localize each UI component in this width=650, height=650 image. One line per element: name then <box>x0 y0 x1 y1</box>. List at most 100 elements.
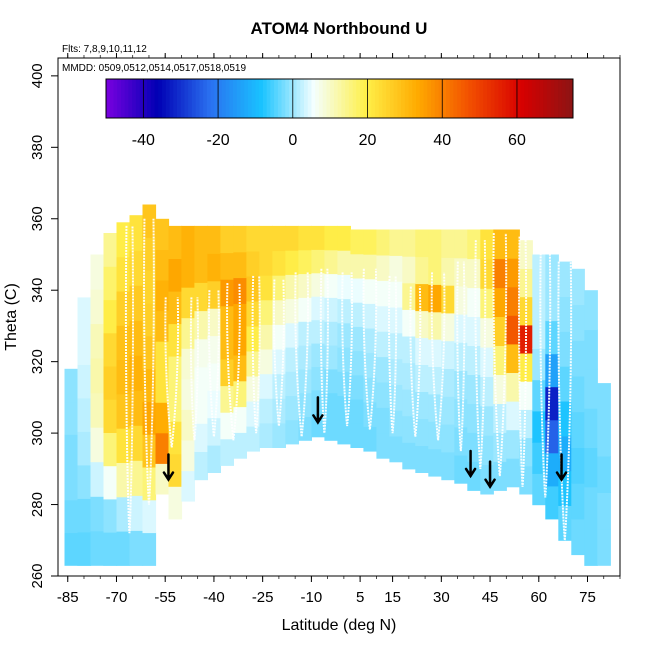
field-cell <box>103 399 118 433</box>
field-cell <box>402 282 416 310</box>
field-cell <box>441 396 455 425</box>
colorbar-segment <box>173 79 178 118</box>
field-cell <box>506 229 520 259</box>
field-cell <box>493 287 507 317</box>
colorbar-segment <box>206 79 212 118</box>
dates-note: MMDD: 0509,0512,0514,0517,0518,0519 <box>62 63 246 74</box>
field-cell <box>363 327 377 354</box>
field-cell <box>428 339 442 367</box>
colorbar-segment <box>158 79 163 118</box>
colorbar-segment <box>109 79 114 118</box>
colorbar-segment <box>546 79 552 118</box>
field-cell <box>272 299 286 325</box>
field-cell <box>285 395 299 421</box>
colorbar-segment <box>427 79 432 118</box>
field-cell <box>77 364 92 399</box>
field-cell <box>103 532 118 566</box>
field-cell <box>532 317 546 349</box>
flight-profile <box>456 261 466 452</box>
colorbar-segment <box>389 79 395 118</box>
field-cell <box>207 253 221 282</box>
field-cell <box>116 531 131 566</box>
colorbar-segment <box>132 79 137 118</box>
chart-title: ATOM4 Northbound U <box>251 19 428 38</box>
field-cell <box>142 270 157 304</box>
field-cell <box>428 229 442 258</box>
field-cell <box>129 355 144 391</box>
field-cell <box>532 473 546 506</box>
field-cell <box>168 225 183 259</box>
field-cell <box>584 486 598 527</box>
field-cell <box>363 401 377 427</box>
field-cell <box>181 287 195 319</box>
field-cell <box>168 421 183 455</box>
colorbar-segment <box>277 79 283 118</box>
field-cell <box>259 349 273 375</box>
field-cell <box>129 285 144 321</box>
field-cell <box>571 304 585 341</box>
field-cell <box>376 432 390 459</box>
field-cell <box>545 452 559 487</box>
field-cell <box>506 458 520 488</box>
field-cell <box>337 298 351 324</box>
colorbar-segment <box>262 79 268 118</box>
field-cell <box>77 297 92 332</box>
field-cell <box>467 258 481 289</box>
field-cell <box>116 393 131 429</box>
field-cell <box>480 258 494 289</box>
colorbar-segment <box>113 79 118 118</box>
field-cell <box>363 254 377 280</box>
field-cell <box>259 422 273 448</box>
field-cell <box>90 427 105 463</box>
colorbar-segment <box>535 79 540 118</box>
field-cell <box>519 409 533 439</box>
colorbar-segment <box>311 79 316 118</box>
field-cell <box>402 256 416 284</box>
colorbar-segment <box>259 79 264 118</box>
colorbar-segment <box>236 79 241 118</box>
colorbar-segment <box>292 79 298 118</box>
field-cell <box>415 283 429 312</box>
colorbar-segment <box>240 79 245 118</box>
profile-arrow <box>312 396 324 425</box>
field-cell <box>428 256 442 285</box>
field-cell <box>181 409 195 441</box>
colorbar-segment <box>218 79 223 118</box>
field-cell <box>142 237 157 271</box>
field-cell <box>220 385 234 413</box>
colorbar-segment <box>195 79 200 118</box>
field-cell <box>272 373 286 399</box>
field-cell <box>441 285 455 314</box>
colorbar-segment <box>460 79 466 118</box>
field-cell <box>194 451 208 481</box>
colorbar-segment <box>296 79 301 118</box>
y-tick-label: 280 <box>29 492 46 517</box>
field-cell <box>467 345 481 375</box>
field-cell <box>90 323 105 359</box>
profile-arrow <box>555 453 568 482</box>
colorbar-segment <box>180 79 185 118</box>
field-cell <box>584 526 598 566</box>
field-cell <box>181 317 195 349</box>
y-axis-label: Theta (C) <box>3 283 20 351</box>
field-cell <box>311 343 325 367</box>
colorbar-segment <box>445 79 451 118</box>
y-tick-label: 340 <box>29 278 46 303</box>
field-cell <box>558 261 572 297</box>
colorbar: -40 -20 0 20 40 60 <box>105 78 574 149</box>
field-cell <box>220 252 234 280</box>
field-cell <box>415 310 429 339</box>
field-cell <box>454 398 468 428</box>
field-cell <box>220 358 234 387</box>
field-cell <box>233 380 247 408</box>
field-cell <box>259 299 273 325</box>
field-cell <box>584 447 598 488</box>
field-cell <box>467 374 481 404</box>
colorbar-tick-label: 0 <box>288 132 297 149</box>
field-cell <box>233 354 247 382</box>
colorbar-segment <box>464 79 469 118</box>
flights-note: Flts: 7,8,9,10,11,12 <box>62 44 147 55</box>
field-cell <box>376 280 390 307</box>
field-cell <box>415 391 429 419</box>
field-cell <box>519 437 533 467</box>
